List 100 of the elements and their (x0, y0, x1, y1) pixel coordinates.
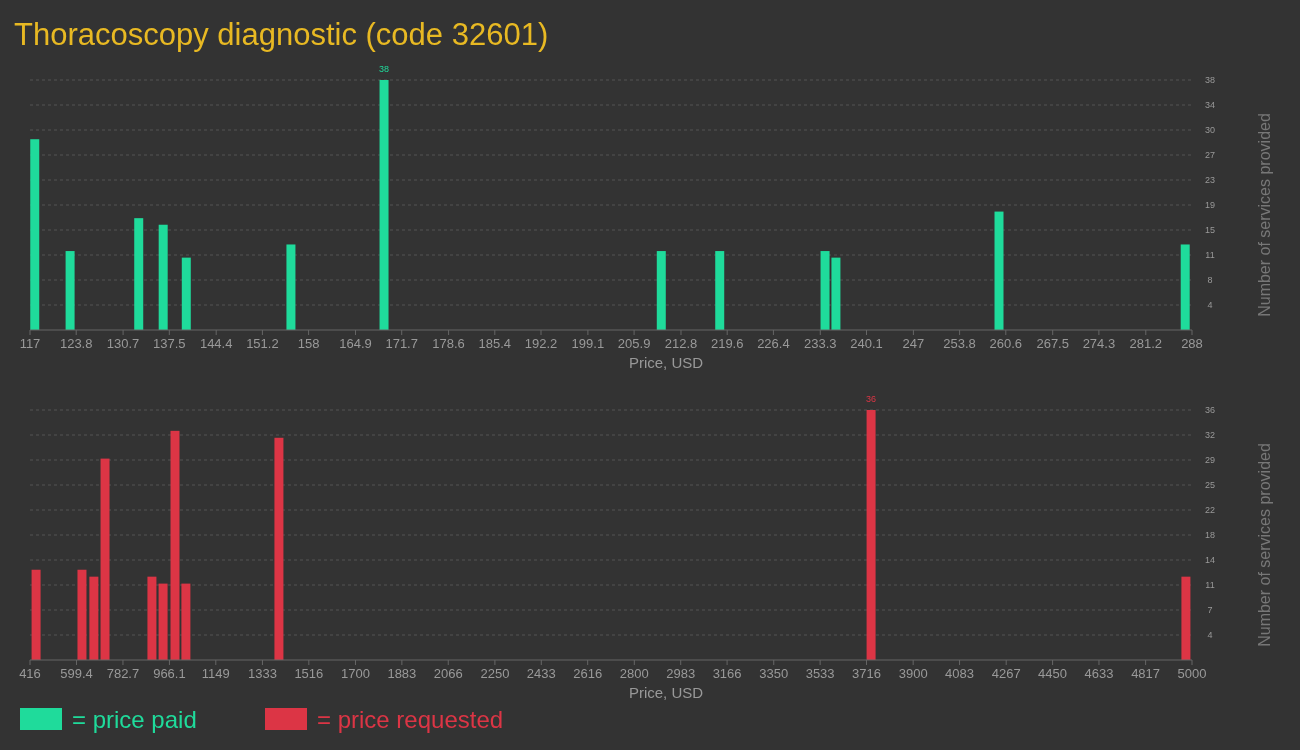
x-tick-label: 1516 (294, 666, 324, 681)
x-tick-label: 267.5 (1036, 336, 1069, 351)
x-axis-title: Price, USD (628, 684, 704, 701)
data-label: 36 (866, 394, 877, 404)
x-tick-label: 2616 (573, 666, 603, 681)
x-tick-label: 144.4 (199, 336, 233, 351)
x-tick-label: 3900 (898, 666, 928, 681)
x-tick-label: 1700 (341, 666, 370, 681)
y-tick-label: 8 (1207, 275, 1213, 285)
bar (274, 437, 284, 660)
x-tick-label: 2800 (619, 666, 649, 681)
x-tick-label: 123.8 (59, 336, 93, 351)
x-tick-label: 4633 (1084, 666, 1114, 681)
x-tick-label: 4083 (945, 666, 975, 681)
x-tick-label: 274.3 (1082, 336, 1116, 351)
x-tick-label: 4817 (1131, 666, 1161, 681)
bar (134, 218, 144, 330)
bar (30, 139, 40, 330)
legend-label: = price requested (317, 706, 504, 733)
y-tick-label: 22 (1204, 505, 1216, 515)
bar (181, 583, 191, 660)
x-tick-label: 137.5 (153, 336, 186, 351)
x-tick-label: 1883 (387, 666, 417, 681)
y-tick-label: 27 (1204, 150, 1216, 160)
bar (286, 244, 296, 330)
x-tick-label: 599.4 (60, 666, 93, 681)
bar (1181, 576, 1191, 660)
y-tick-label: 15 (1204, 225, 1216, 235)
x-tick-label: 240.1 (850, 336, 883, 351)
x-tick-label: 416 (19, 666, 41, 681)
x-tick-label: 3350 (759, 666, 789, 681)
x-tick-label: 253.8 (943, 336, 976, 351)
bar (181, 257, 191, 330)
x-tick-label: 226.4 (757, 336, 790, 351)
x-tick-label: 1149 (201, 666, 230, 681)
x-tick-label: 1333 (247, 666, 277, 681)
x-tick-label: 281.2 (1129, 336, 1163, 351)
x-tick-label: 288 (1181, 336, 1203, 351)
x-tick-label: 171.7 (385, 336, 418, 351)
x-tick-label: 205.9 (617, 336, 651, 351)
x-tick-label: 233.3 (804, 336, 837, 351)
y-tick-label: 23 (1204, 175, 1216, 185)
bar (65, 251, 75, 330)
bar (1180, 244, 1190, 330)
bar (158, 583, 168, 660)
bar (77, 569, 87, 660)
y-axis-title: Number of services provided (1256, 113, 1273, 317)
x-tick-label: 185.4 (478, 336, 512, 351)
x-tick-label: 2066 (433, 666, 463, 681)
x-tick-label: 164.9 (339, 336, 372, 351)
x-tick-label: 212.8 (664, 336, 698, 351)
bar (379, 80, 389, 330)
y-tick-label: 29 (1204, 455, 1216, 465)
bar (170, 430, 180, 660)
y-tick-label: 4 (1207, 630, 1213, 640)
y-tick-label: 18 (1204, 530, 1216, 540)
y-tick-label: 30 (1204, 125, 1216, 135)
bar (715, 251, 725, 330)
y-tick-label: 25 (1204, 480, 1216, 490)
data-label: 38 (379, 64, 390, 74)
y-tick-label: 38 (1204, 75, 1216, 85)
x-tick-label: 130.7 (106, 336, 140, 351)
x-tick-label: 158 (297, 336, 320, 351)
y-tick-label: 14 (1204, 555, 1216, 565)
legend-label: = price paid (72, 706, 197, 733)
bar (100, 458, 110, 660)
y-tick-label: 36 (1204, 405, 1216, 415)
x-tick-label: 260.6 (989, 336, 1023, 351)
x-tick-label: 4267 (991, 666, 1021, 681)
x-tick-label: 966.1 (153, 666, 186, 681)
y-axis-title: Number of services provided (1256, 443, 1273, 647)
bar (147, 576, 157, 660)
bar (158, 224, 168, 330)
x-axis-title: Price, USD (628, 354, 704, 371)
y-tick-label: 19 (1204, 200, 1216, 210)
x-tick-label: 192.2 (524, 336, 558, 351)
x-tick-label: 782.7 (106, 666, 140, 681)
y-tick-label: 7 (1207, 605, 1213, 615)
x-tick-label: 219.6 (710, 336, 744, 351)
x-tick-label: 3716 (852, 666, 881, 681)
y-tick-label: 4 (1207, 300, 1213, 310)
bar (89, 576, 99, 660)
bar (656, 251, 666, 330)
x-tick-label: 4450 (1038, 666, 1068, 681)
x-tick-label: 199.1 (571, 336, 605, 351)
y-tick-label: 11 (1205, 580, 1215, 590)
x-tick-label: 178.6 (432, 336, 465, 351)
bar (31, 569, 41, 660)
chart-title: Thoracoscopy diagnostic (code 32601) (14, 17, 549, 52)
y-tick-label: 32 (1204, 430, 1216, 440)
x-tick-label: 3533 (805, 666, 835, 681)
bar (866, 410, 876, 660)
x-tick-label: 247 (902, 336, 925, 351)
x-tick-label: 2433 (526, 666, 556, 681)
x-tick-label: 2250 (480, 666, 510, 681)
x-tick-label: 117 (19, 336, 41, 351)
y-tick-label: 11 (1205, 250, 1215, 260)
x-tick-label: 3166 (712, 666, 742, 681)
x-tick-label: 2983 (666, 666, 696, 681)
x-tick-label: 5000 (1177, 666, 1207, 681)
